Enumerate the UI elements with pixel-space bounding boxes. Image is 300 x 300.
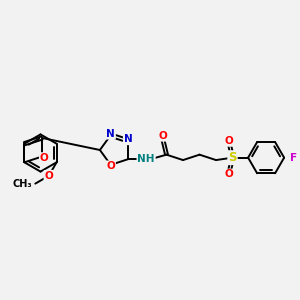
- Text: S: S: [228, 151, 237, 164]
- Text: NH: NH: [137, 154, 155, 164]
- Text: CH₃: CH₃: [12, 178, 32, 189]
- Text: O: O: [44, 171, 53, 181]
- Text: N: N: [106, 129, 115, 139]
- Text: O: O: [106, 161, 115, 171]
- Text: O: O: [40, 153, 49, 163]
- Text: O: O: [158, 131, 167, 141]
- Text: O: O: [224, 169, 233, 179]
- Text: F: F: [290, 153, 297, 163]
- Text: O: O: [224, 136, 233, 146]
- Text: N: N: [124, 134, 133, 144]
